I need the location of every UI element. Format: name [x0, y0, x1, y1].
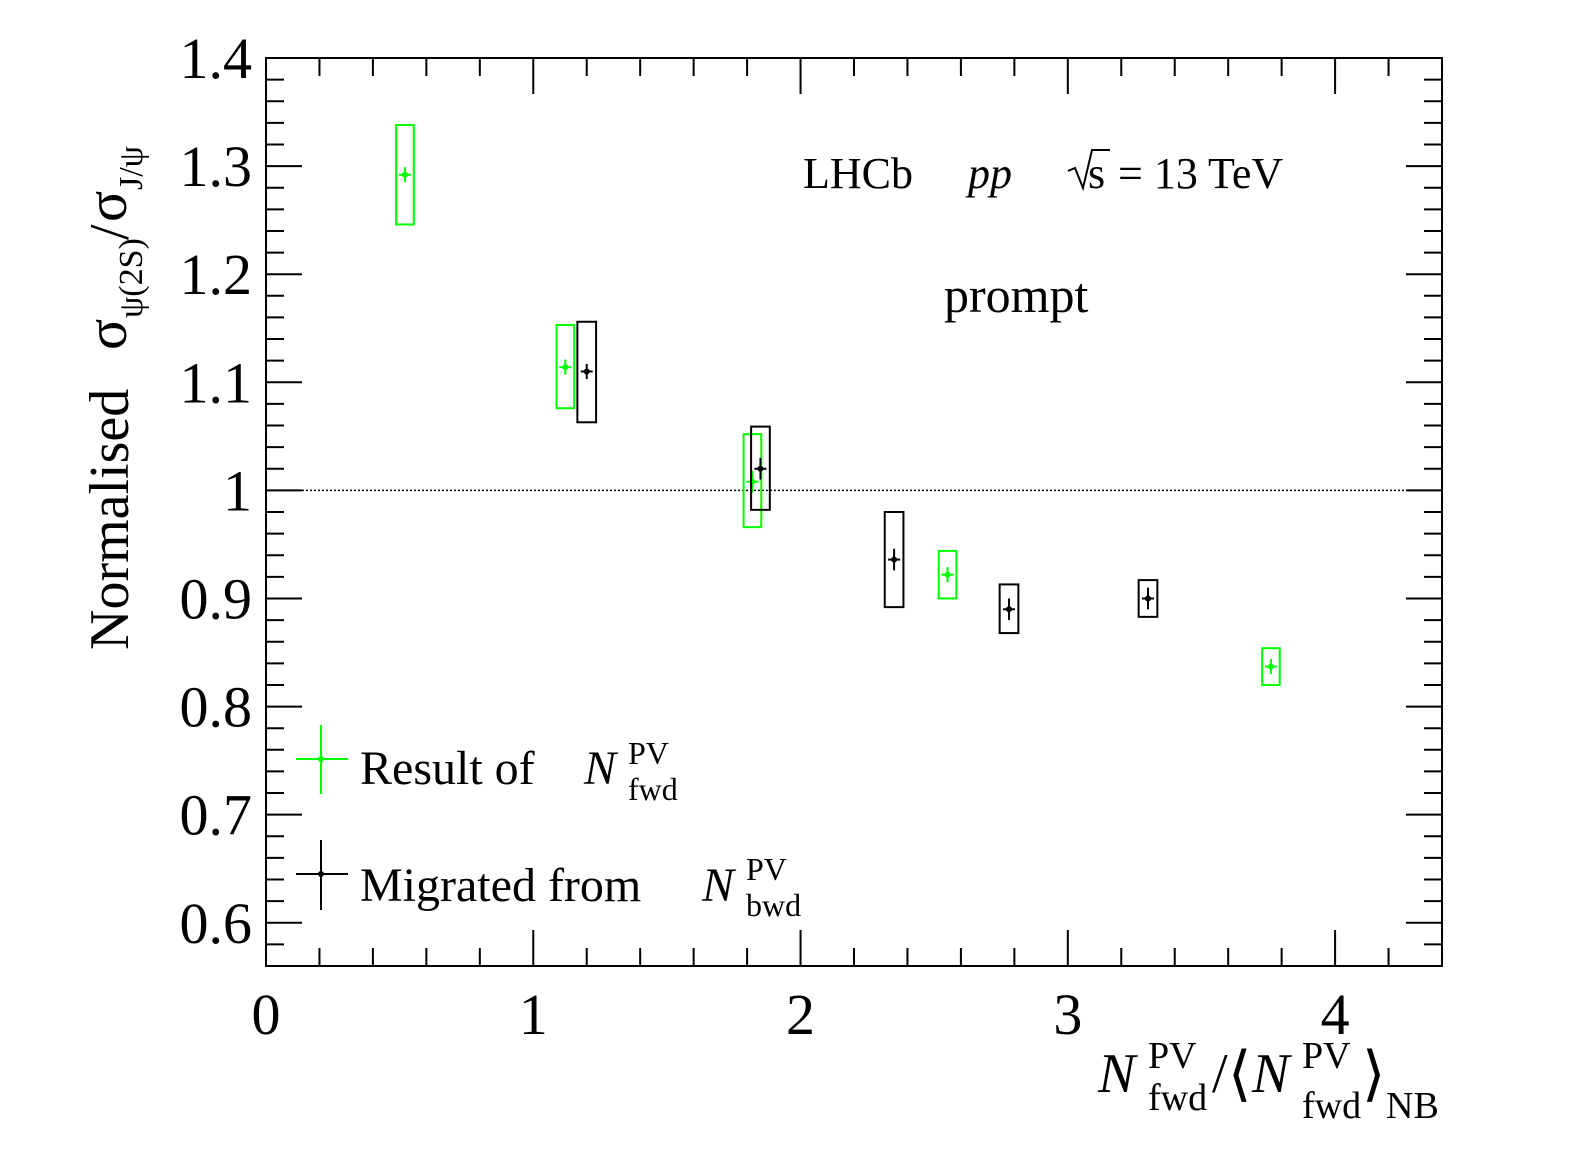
legend-fwd-sub: fwd [628, 771, 678, 807]
tick-labels: 0 1 2 3 4 0.6 0.7 0.8 0.9 1 1.1 1.2 1.3 1.4 [180, 26, 1350, 1047]
legend-entry-fwd: Result of N PV fwd [296, 725, 678, 807]
y-tick-label: 1.4 [180, 26, 253, 91]
syst-box [750, 425, 771, 511]
data-point [757, 465, 764, 472]
y-title-sigma2: σ [74, 191, 139, 222]
legend-bwd-N: N [701, 859, 737, 912]
x-tick-label: 3 [1053, 982, 1082, 1047]
syst-box [395, 124, 415, 226]
data-point [562, 364, 569, 371]
data-point [1145, 595, 1151, 602]
y-tick-label: 0.8 [180, 675, 253, 740]
energy-value-text: = 13 TeV [1118, 149, 1283, 198]
y-tick-label: 0.9 [180, 566, 253, 631]
syst-box [937, 549, 958, 600]
data-point [1006, 606, 1013, 613]
y-tick-label: 1.3 [180, 134, 253, 199]
x-title-PV1: PV [1148, 1035, 1197, 1077]
syst-box [576, 320, 598, 424]
legend-bwd-sub: bwd [746, 887, 801, 923]
x-title-fwd2: fwd [1302, 1085, 1361, 1127]
energy-sqrt-text: s [1088, 149, 1105, 198]
system-label: pp [965, 149, 1012, 198]
x-title-fwd1: fwd [1148, 1077, 1207, 1119]
legend-bwd-PV: PV [746, 851, 787, 887]
y-tick-label: 1 [223, 458, 252, 523]
x-tick-label: 2 [786, 982, 815, 1047]
x-tick-label: 0 [252, 982, 281, 1047]
plot-frame [265, 57, 1443, 967]
data-point [891, 556, 898, 563]
y-axis-title: Normalised σ ψ(2S) / σ J/ψ [74, 146, 150, 650]
x-title-langle: ⟨ [1228, 1041, 1251, 1107]
x-title-rangle: ⟩ [1362, 1041, 1385, 1107]
x-title-N1: N [1097, 1043, 1138, 1105]
data-point [1267, 663, 1274, 670]
syst-box [883, 511, 905, 609]
x-tick-label: 4 [1321, 982, 1350, 1047]
y-title-slash: / [79, 224, 141, 240]
syst-box [555, 323, 576, 410]
legend-fwd-PV: PV [628, 735, 669, 771]
legend-fwd-marker [318, 756, 324, 762]
legend-entry-bwd: Migrated from N PV bwd [296, 840, 801, 923]
data-point [401, 171, 408, 178]
data-marks [395, 124, 1281, 686]
energy-label: s = 13 TeV [1067, 149, 1283, 198]
y-title-sigma1: σ [74, 319, 139, 350]
selection-label: prompt [944, 267, 1089, 323]
y-tick-label: 1.1 [180, 350, 253, 415]
data-point [944, 571, 951, 578]
syst-box [742, 433, 763, 529]
syst-box [1261, 647, 1281, 686]
syst-box [1137, 579, 1159, 618]
series-fwd [395, 124, 1281, 686]
y-tick-label: 0.7 [180, 783, 253, 848]
y-title-normalised: Normalised [79, 389, 141, 650]
legend: Result of N PV fwd Migrated from N PV bw… [296, 725, 801, 923]
legend-bwd-label: Migrated from [360, 859, 641, 912]
legend-bwd-marker [318, 871, 324, 877]
x-title-N2: N [1251, 1043, 1292, 1105]
x-title-slash: / [1212, 1043, 1228, 1105]
syst-box [998, 583, 1020, 635]
sqrt-icon [1067, 149, 1110, 192]
x-tick-label: 1 [519, 982, 548, 1047]
series-bwd [576, 320, 1159, 635]
x-title-PV2: PV [1302, 1035, 1351, 1077]
x-title-NB: NB [1386, 1085, 1439, 1127]
legend-fwd-label: Result of [360, 742, 535, 795]
y-title-jpsi: J/ψ [113, 146, 150, 190]
data-point [583, 368, 590, 375]
x-axis-title: N PV fwd / ⟨ N PV fwd ⟩ NB [1097, 1035, 1439, 1127]
y-tick-label: 1.2 [180, 242, 253, 307]
y-title-psi2s: ψ(2S) [113, 238, 150, 318]
legend-fwd-N: N [583, 742, 619, 795]
experiment-label: LHCb [803, 149, 913, 198]
y-tick-label: 0.6 [180, 891, 253, 956]
